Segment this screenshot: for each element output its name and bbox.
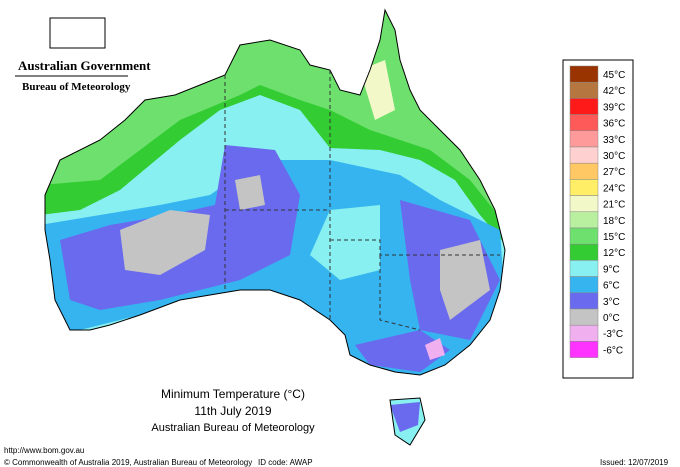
legend-label: 21°C <box>603 200 625 211</box>
legend-label: 6°C <box>603 281 620 292</box>
legend-label: 36°C <box>603 119 625 130</box>
legend-swatch <box>569 195 599 213</box>
logo: Australian Government Bureau of Meteorol… <box>15 17 151 93</box>
legend-swatch <box>569 292 599 310</box>
map-title: Minimum Temperature (°C) <box>161 387 305 401</box>
legend-swatch <box>569 81 599 99</box>
bureau: Bureau of Meteorology <box>22 81 131 93</box>
legend-swatch <box>569 276 599 294</box>
legend-swatch <box>569 243 599 261</box>
legend-swatch <box>569 130 599 148</box>
legend-label: -3°C <box>603 329 623 340</box>
legend-swatch <box>569 341 599 358</box>
legend-label: 42°C <box>603 86 625 97</box>
legend-label: 3°C <box>603 297 620 308</box>
legend-label: -6°C <box>603 345 623 356</box>
legend-swatch <box>569 227 599 245</box>
coastline <box>44 8 506 446</box>
legend-swatch <box>569 308 599 326</box>
legend-label: 33°C <box>603 135 625 146</box>
legend-label: 24°C <box>603 183 625 194</box>
legend-swatch <box>569 98 599 115</box>
legend-label: 27°C <box>603 167 625 178</box>
issued: Issued: 12/07/2019 <box>600 458 669 467</box>
legend-label: 9°C <box>603 264 620 275</box>
legend-swatch <box>569 65 599 83</box>
legend-swatch <box>569 324 599 342</box>
legend-swatch <box>569 211 599 229</box>
legend-swatch <box>569 162 599 180</box>
legend-swatch <box>569 146 599 164</box>
url: http://www.bom.gov.au <box>4 446 84 455</box>
legend-label: 12°C <box>603 248 625 259</box>
legend-label: 0°C <box>603 313 620 324</box>
state-borders <box>224 70 500 331</box>
legend-label: 30°C <box>603 151 625 162</box>
agency: Australian Government <box>18 58 151 73</box>
map-source: Australian Bureau of Meteorology <box>151 422 315 434</box>
legend-swatch <box>569 179 599 196</box>
legend: 45°C 42°C 39°C 36°C 33°C 30°C 27°C 24°C 21°C 18°C… <box>569 65 625 358</box>
legend-label: 18°C <box>603 216 625 227</box>
legend-label: 15°C <box>603 232 625 243</box>
id-code: ID code: AWAP <box>258 458 313 467</box>
copyright: © Commonwealth of Australia 2019, Austra… <box>4 458 252 467</box>
legend-label: 45°C <box>603 70 625 81</box>
legend-label: 39°C <box>603 102 625 113</box>
map-date: 11th July 2019 <box>194 404 271 418</box>
legend-swatch <box>569 260 599 277</box>
legend-swatch <box>569 114 599 132</box>
